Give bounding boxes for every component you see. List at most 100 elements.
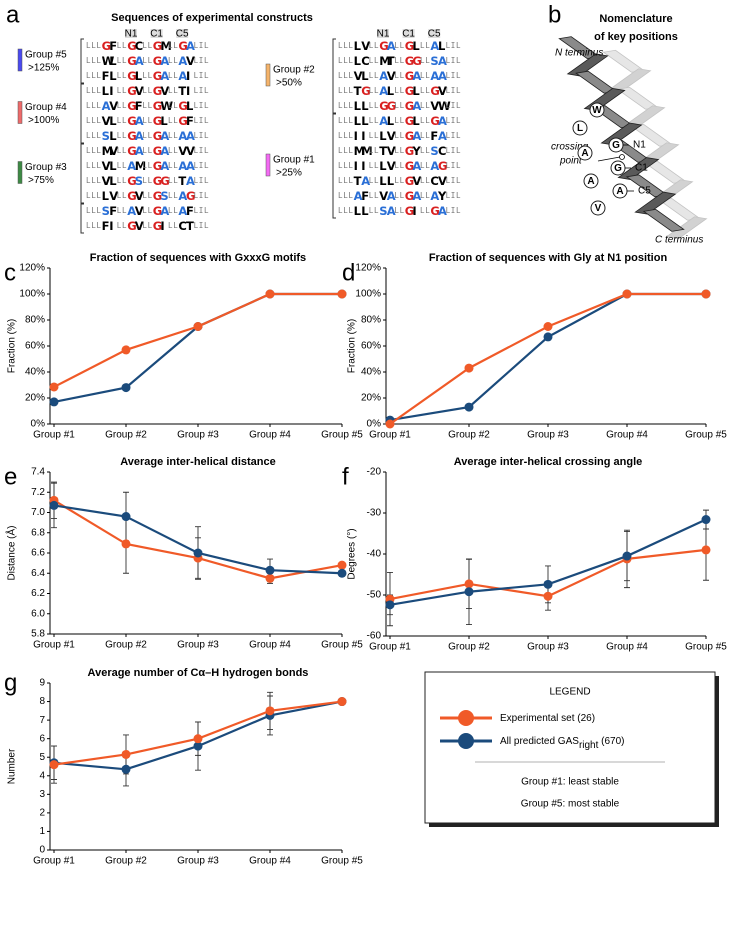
data-point <box>121 345 131 355</box>
y-tick-label: 0% <box>31 419 46 430</box>
data-point <box>464 363 474 373</box>
y-tick-label: 7.2 <box>31 487 45 498</box>
x-tick-label: Group #1 <box>369 642 411 653</box>
legend-note: Group #1: least stable <box>521 777 619 788</box>
position-label: C1 <box>150 29 163 40</box>
panel-b-title: Nomenclature <box>599 13 672 25</box>
group-threshold: >125% <box>28 63 60 74</box>
x-tick-label: Group #4 <box>606 430 648 441</box>
data-point <box>622 289 632 299</box>
data-point <box>265 706 275 716</box>
legend-text: Experimental set (26) <box>500 713 595 724</box>
data-point <box>49 382 59 392</box>
legend-marker <box>458 733 474 749</box>
data-point <box>193 322 203 331</box>
data-point <box>701 545 711 555</box>
y-tick-label: 40% <box>25 367 45 378</box>
residue-circle <box>572 120 588 136</box>
data-point <box>121 749 131 759</box>
panel-label: e <box>4 463 17 490</box>
group-color-bar <box>265 63 271 87</box>
residue-circle <box>589 102 605 118</box>
residue-circle <box>577 145 593 161</box>
sequence: LLLVLLLGSLLGGLLTALIL <box>86 174 209 188</box>
legend-marker <box>458 710 474 726</box>
y-tick-label: 4 <box>39 770 45 781</box>
panel-label: a <box>6 1 20 28</box>
x-tick-label: Group #4 <box>249 430 291 441</box>
x-tick-label: Group #4 <box>249 856 291 867</box>
group-threshold: >75% <box>28 175 54 186</box>
y-tick-label: -20 <box>367 467 382 478</box>
position-box <box>176 29 189 38</box>
x-tick-label: Group #3 <box>177 430 219 441</box>
group-bracket <box>332 38 336 114</box>
sequence: LLLFI LLGVLLGI LLCTLIL <box>86 219 209 233</box>
y-tick-label: 9 <box>39 678 45 689</box>
sequence: LLLMVLLGALLGALLVVLIL <box>86 144 209 158</box>
y-tick-label: -60 <box>367 631 382 642</box>
y-tick-label: 6 <box>39 733 45 744</box>
position-name: C5 <box>638 186 651 197</box>
residue-circle <box>583 173 599 189</box>
x-tick-label: Group #2 <box>448 642 490 653</box>
x-tick-label: Group #5 <box>321 430 363 441</box>
panel-label: d <box>342 259 355 286</box>
panel-label: f <box>342 463 349 490</box>
data-point <box>265 565 275 575</box>
y-axis-label: Fraction (%) <box>347 319 358 373</box>
sequence: LLLVLLLGALLGLLLGFLIL <box>86 114 209 128</box>
y-axis-label: Fraction (%) <box>7 319 18 373</box>
y-tick-label: 6.2 <box>31 588 45 599</box>
sequence: LLLTGLLALLLGLLLGVLIL <box>338 84 461 98</box>
helix-ribbon <box>602 49 645 73</box>
group-name: Group #4 <box>25 102 67 113</box>
group-bracket <box>332 113 336 219</box>
c-terminus: C terminus <box>655 235 703 246</box>
residue: L <box>577 123 583 134</box>
series-line <box>53 292 342 388</box>
y-tick-label: -50 <box>367 590 382 601</box>
y-tick-label: 60% <box>361 341 381 352</box>
helix-ribbon <box>609 68 652 92</box>
legend-text: right <box>579 740 599 751</box>
group-threshold: >100% <box>28 115 60 126</box>
x-tick-label: Group #5 <box>321 640 363 651</box>
sequence: LLLVLLLAVLLGALLAALIL <box>338 69 461 83</box>
data-point <box>121 764 131 774</box>
panel-label: b <box>548 1 561 28</box>
y-tick-label: 80% <box>361 315 381 326</box>
group-bracket <box>80 83 84 144</box>
y-tick-label: 80% <box>25 315 45 326</box>
y-tick-label: 0 <box>39 845 45 856</box>
y-axis-label: Degrees (°) <box>347 528 358 579</box>
y-tick-label: 0% <box>367 419 382 430</box>
group-bracket <box>80 143 84 204</box>
sequence: LLLWLLLGALLGALLAVLIL <box>86 54 209 68</box>
legend-note: Group #5: most stable <box>521 799 620 810</box>
data-point <box>49 500 59 510</box>
y-tick-label: 7.4 <box>31 467 45 478</box>
y-tick-label: 100% <box>355 289 381 300</box>
series-line <box>389 292 706 425</box>
data-point <box>701 289 711 299</box>
data-point <box>543 322 553 331</box>
crossing-pointer <box>597 156 621 162</box>
y-tick-label: 2 <box>39 808 45 819</box>
chart-title: Fraction of sequences with GxxxG motifs <box>90 252 306 264</box>
y-tick-label: 120% <box>19 263 45 274</box>
group-name: Group #5 <box>25 50 67 61</box>
residue: V <box>595 203 602 214</box>
x-tick-label: Group #4 <box>249 640 291 651</box>
panel-label: g <box>4 669 17 696</box>
sequence: LLLLLLLGGLLGALLVWLIL <box>338 99 461 113</box>
x-tick-label: Group #3 <box>177 856 219 867</box>
panel-a-title: Sequences of experimental constructs <box>111 12 313 24</box>
sequence: LLLLLLLSALLGI LLGALIL <box>338 204 461 218</box>
data-point <box>49 397 59 407</box>
y-tick-label: 1 <box>39 826 45 837</box>
data-point <box>193 741 203 751</box>
sequence: LLLVLLLAMLLGALLAALIL <box>86 159 209 173</box>
y-axis-label: Distance (Å) <box>5 525 18 580</box>
data-point <box>193 734 203 744</box>
